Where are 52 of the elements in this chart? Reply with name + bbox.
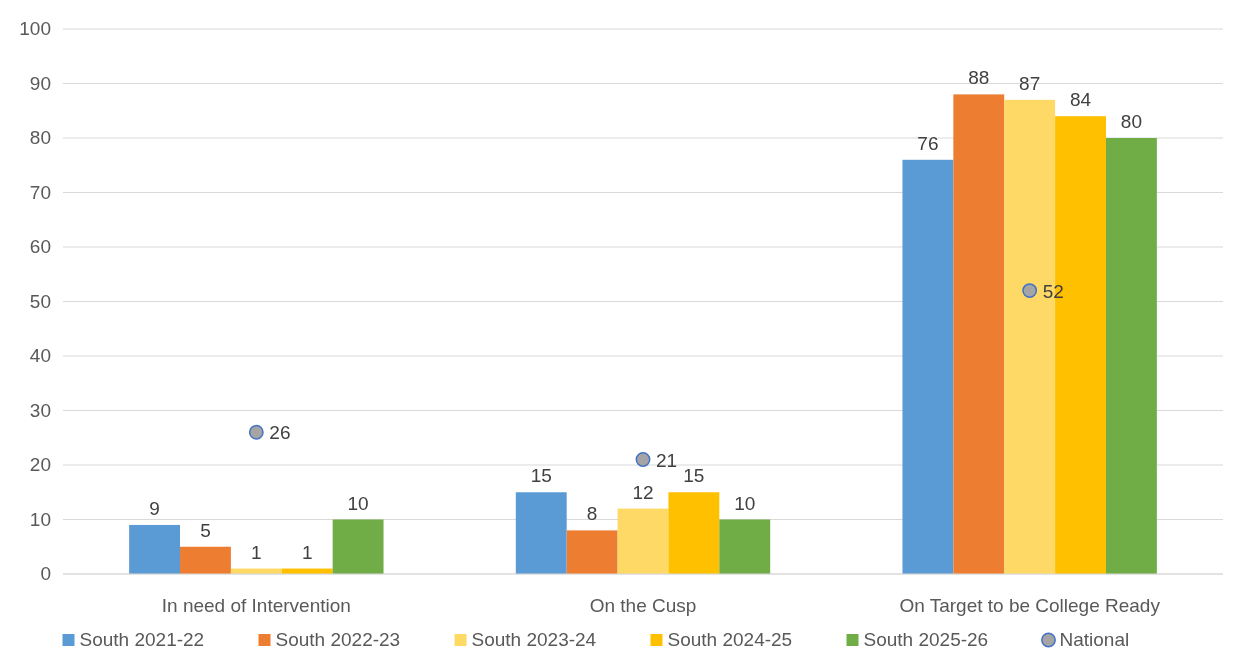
point [248,424,264,440]
data-label: 10 [347,492,369,514]
data-label: 1 [251,541,262,563]
y-tick-label: 80 [29,127,51,148]
data-label: 80 [1120,111,1142,132]
legend-label: South 2022-23 [275,629,401,650]
data-label: 21 [656,449,678,471]
data-label: 9 [149,497,160,519]
data-label: 1 [301,541,313,563]
bar [515,492,567,574]
y-tick-label: 50 [29,290,51,312]
point [635,452,651,467]
y-tick-label: 90 [29,72,51,94]
bar [902,159,954,574]
bar [953,94,1005,574]
y-tick-label: 70 [29,181,51,203]
data-label: 10 [734,492,756,514]
data-label: 5 [200,519,211,541]
data-label: 84 [1069,89,1092,111]
bar [719,519,771,574]
x-tick-label: On the Cusp [589,595,697,616]
legend-label: South 2021-22 [79,629,205,650]
data-label: 76 [917,132,939,154]
x-tick-label: On Target to be College Ready [899,595,1161,616]
legend-label: South 2023-24 [471,629,597,650]
bar [1105,138,1157,574]
legend-label: South 2025-26 [863,629,989,650]
data-label: 52 [1042,280,1064,302]
bar [566,530,618,574]
bar [180,546,231,574]
y-tick-label: 10 [29,508,51,530]
bar [129,524,181,574]
y-tick-label: 60 [29,236,51,257]
data-label: 15 [530,465,552,487]
y-tick-label: 30 [29,399,51,421]
data-label: 87 [1019,72,1041,94]
data-label: 15 [683,465,705,487]
data-label: 8 [586,503,598,525]
legend-label: South 2024-25 [667,629,793,650]
y-tick-label: 20 [29,454,51,475]
data-label: 88 [968,67,990,89]
legend-label: National [1059,629,1130,650]
y-tick-label: 100 [19,18,51,39]
bar [332,519,384,574]
data-label: 26 [269,422,291,444]
point [1022,283,1038,299]
bar [617,508,669,574]
bar [668,492,720,574]
y-tick-label: 40 [29,345,51,366]
data-label: 12 [632,481,654,503]
y-tick-label: 0 [40,563,51,584]
x-tick-label: In need of Intervention [161,595,351,616]
